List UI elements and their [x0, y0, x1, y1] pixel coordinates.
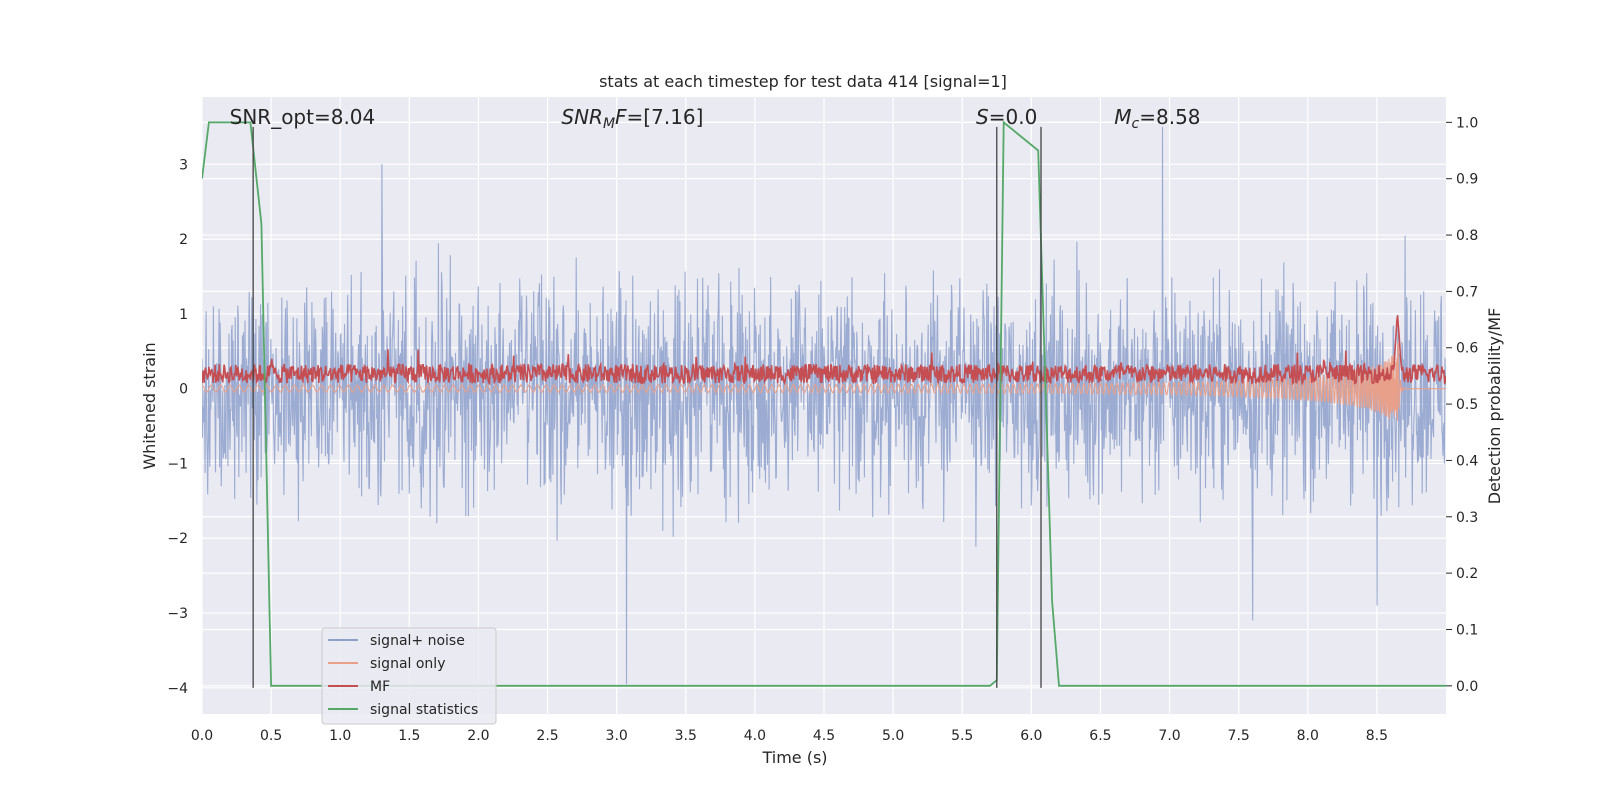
y-tick-label: −1 — [167, 456, 188, 472]
y2-tick-label: 0.6 — [1456, 341, 1478, 357]
y2-tick-label: 0.4 — [1456, 453, 1478, 469]
x-tick-label: 5.5 — [951, 728, 973, 744]
legend-box — [321, 627, 497, 725]
y-tick-label: −2 — [167, 531, 188, 547]
series-layer — [202, 120, 1446, 687]
x-tick-label: 7.0 — [1158, 728, 1180, 744]
legend-entry: MF — [328, 679, 390, 695]
x-tick-label: 0.0 — [191, 728, 213, 744]
x-tick-label: 3.5 — [675, 728, 697, 744]
legend-label: signal only — [370, 656, 445, 672]
x-tick-label: 0.5 — [260, 728, 282, 744]
annotation-s-stat: S=0.0 — [976, 105, 1037, 129]
x-tick-label: 6.5 — [1089, 728, 1111, 744]
y2-tick-labels: 0.0 0.1 0.2 0.3 0.4 0.5 0.6 0.7 0.8 0.9 1.0 — [1446, 115, 1478, 695]
x-tick-labels: 0.0 0.5 1.0 1.5 2.0 2.5 3.0 3.5 4.0 4.5 5.0 5.5 6.0 6… — [191, 728, 1388, 744]
y2-tick-label: 0.7 — [1456, 284, 1478, 300]
annotation-mc: Mc=8.58 — [1114, 105, 1200, 132]
legend-entry: signal statistics — [328, 702, 478, 718]
y2-tick-label: 1.0 — [1456, 115, 1478, 131]
series-signal-only — [202, 342, 1446, 421]
y2-tick-label: 0.5 — [1456, 397, 1478, 413]
legend-label: MF — [370, 679, 390, 695]
y2-tick-label: 0.9 — [1456, 172, 1478, 188]
y-tick-label: −4 — [167, 681, 188, 697]
vertical-markers — [252, 126, 1042, 688]
annotation-snr-opt: SNR_opt=8.04 — [230, 105, 376, 129]
y-tick-label: 0 — [179, 382, 188, 398]
grid — [201, 97, 1446, 714]
y-tick-label: 1 — [179, 307, 188, 323]
x-tick-label: 4.5 — [813, 728, 835, 744]
legend-entry: signal+ noise — [328, 633, 465, 649]
x-tick-label: 2.5 — [536, 728, 558, 744]
x-tick-label: 8.5 — [1366, 728, 1388, 744]
x-tick-label: 8.0 — [1297, 728, 1319, 744]
y2-tick-label: 0.1 — [1456, 622, 1478, 638]
x-tick-label: 1.0 — [329, 728, 351, 744]
x-tick-label: 3.0 — [606, 728, 628, 744]
y-tick-label: 3 — [179, 157, 188, 173]
legend-label: signal statistics — [370, 702, 478, 718]
y-axis-label: Whitened strain — [140, 342, 159, 469]
y2-axis-label: Detection probability/MF — [1485, 308, 1504, 505]
legend-entry: signal only — [328, 656, 445, 672]
y-tick-label: −3 — [167, 606, 188, 622]
series-signal-noise — [202, 126, 1446, 685]
x-tick-label: 2.0 — [467, 728, 489, 744]
y2-tick-label: 0.3 — [1456, 510, 1478, 526]
y2-tick-label: 0.0 — [1456, 679, 1478, 695]
legend: signal+ noise signal only MF signal statist… — [321, 627, 497, 725]
y-tick-labels: −4 −3 −2 −1 0 1 2 3 — [167, 157, 188, 697]
y2-tick-label: 0.2 — [1456, 566, 1478, 582]
y2-tick-label: 0.8 — [1456, 228, 1478, 244]
chart-title: stats at each timestep for test data 414… — [599, 72, 1007, 91]
x-tick-label: 4.0 — [744, 728, 766, 744]
x-tick-label: 5.0 — [882, 728, 904, 744]
series-signal-statistics — [202, 120, 1446, 687]
series-mf — [202, 315, 1446, 386]
x-axis-label: Time (s) — [761, 748, 827, 767]
y-tick-label: 2 — [179, 232, 188, 248]
legend-label: signal+ noise — [370, 633, 465, 649]
x-tick-label: 7.5 — [1228, 728, 1250, 744]
annotations: SNR_opt=8.04 SNRMF=[7.16] S=0.0 Mc=8.58 — [230, 105, 1201, 132]
x-tick-label: 6.0 — [1020, 728, 1042, 744]
x-tick-label: 1.5 — [398, 728, 420, 744]
annotation-snr-mf: SNRMF=[7.16] — [561, 105, 703, 132]
